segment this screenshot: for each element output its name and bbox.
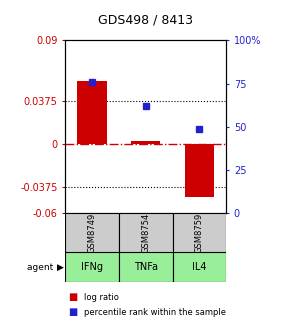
FancyBboxPatch shape	[65, 252, 119, 282]
FancyBboxPatch shape	[119, 252, 173, 282]
FancyBboxPatch shape	[173, 213, 226, 252]
Text: log ratio: log ratio	[84, 293, 119, 302]
Text: GSM8759: GSM8759	[195, 213, 204, 253]
Bar	[185, 144, 214, 197]
Text: GDS498 / 8413: GDS498 / 8413	[97, 14, 193, 27]
Text: TNFa: TNFa	[134, 262, 158, 272]
Bar	[77, 81, 107, 144]
Text: percentile rank within the sample: percentile rank within the sample	[84, 308, 226, 317]
FancyBboxPatch shape	[173, 252, 226, 282]
Text: GSM8754: GSM8754	[141, 213, 150, 253]
Text: ■: ■	[68, 292, 77, 302]
Text: ■: ■	[68, 307, 77, 318]
FancyBboxPatch shape	[65, 213, 119, 252]
FancyBboxPatch shape	[119, 213, 173, 252]
Text: GSM8749: GSM8749	[88, 213, 97, 253]
Text: IFNg: IFNg	[81, 262, 103, 272]
Text: ▶: ▶	[57, 263, 64, 271]
Text: agent: agent	[28, 263, 57, 271]
Bar	[131, 141, 160, 144]
Text: IL4: IL4	[192, 262, 206, 272]
